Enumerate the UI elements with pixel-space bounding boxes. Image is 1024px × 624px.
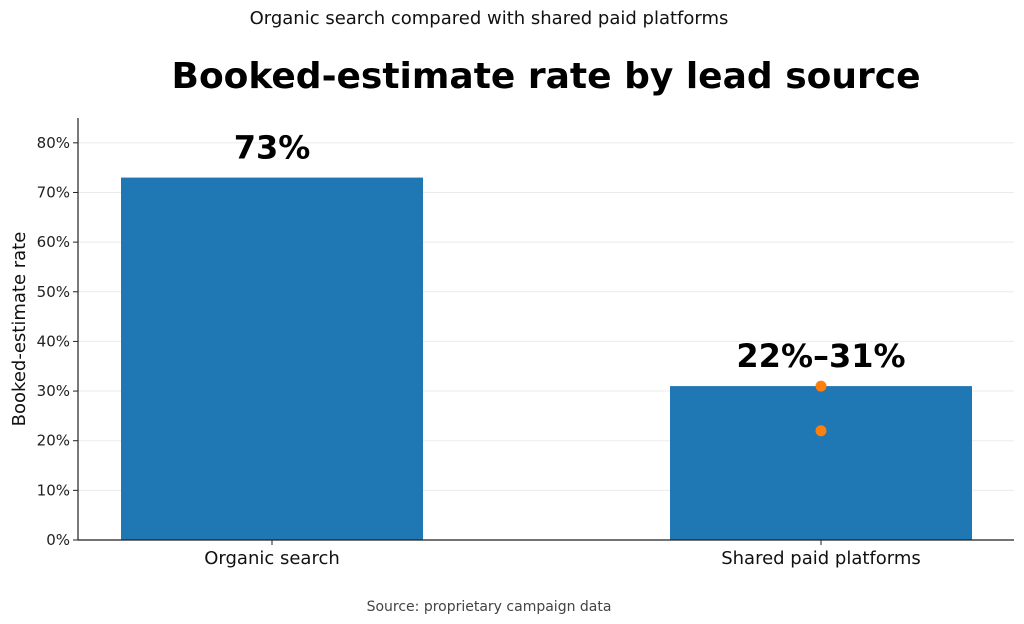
range-point — [815, 380, 827, 392]
y-tick-label: 10% — [37, 481, 70, 499]
y-tick-label: 60% — [37, 233, 70, 251]
chart-subtitle: Organic search compared with shared paid… — [250, 8, 729, 29]
y-tick-label: 50% — [37, 283, 70, 301]
y-tick-label: 20% — [37, 432, 70, 450]
y-tick-label: 30% — [37, 382, 70, 400]
x-tick-label: Shared paid platforms — [721, 548, 921, 569]
range-markers — [815, 380, 827, 437]
bar — [121, 177, 423, 540]
data-label: 22%–31% — [736, 337, 905, 375]
data-label: 73% — [234, 129, 311, 167]
data-labels: 73% 22%–31% — [234, 129, 906, 376]
y-axis-label: Booked-estimate rate — [9, 232, 30, 427]
range-point — [815, 425, 827, 437]
y-tick-label: 70% — [37, 183, 70, 201]
y-ticks: 0% 10% 20% 30% 40% 50% 60% 70% 80% — [37, 134, 78, 549]
y-tick-label: 40% — [37, 332, 70, 350]
bars — [121, 177, 972, 540]
chart-title: Booked-estimate rate by lead source — [172, 56, 921, 97]
source-note: Source: proprietary campaign data — [367, 599, 612, 615]
x-ticks: Organic search Shared paid platforms — [204, 540, 921, 569]
y-tick-label: 0% — [46, 531, 70, 549]
x-tick-label: Organic search — [204, 548, 340, 569]
bar — [670, 386, 972, 540]
y-tick-label: 80% — [37, 134, 70, 152]
